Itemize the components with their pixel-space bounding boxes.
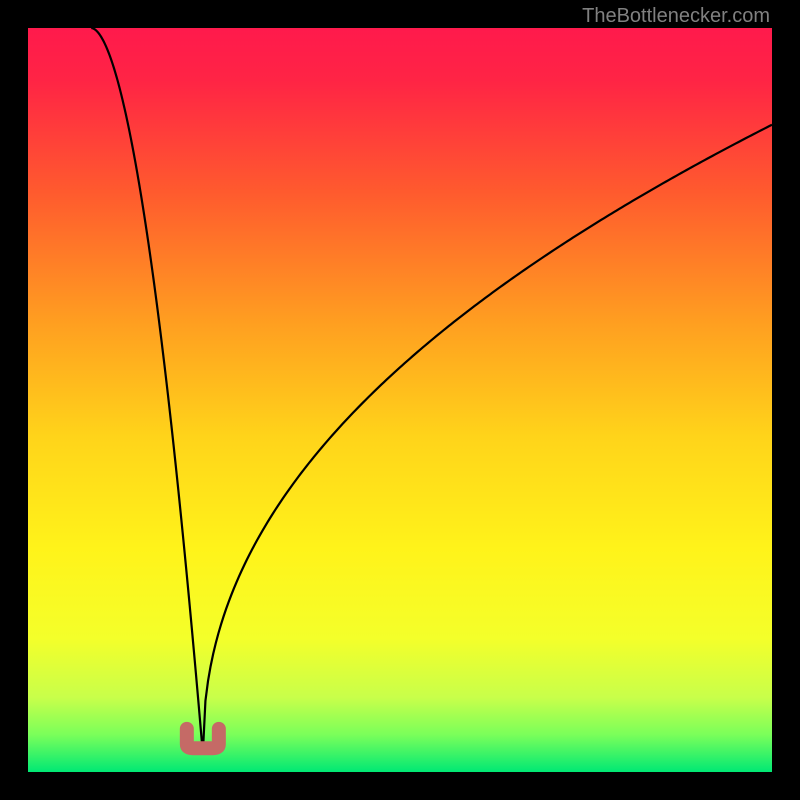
watermark-text: TheBottlenecker.com (582, 5, 770, 28)
chart-svg (28, 28, 772, 772)
gradient-background (28, 28, 772, 772)
plot-area (28, 28, 772, 772)
